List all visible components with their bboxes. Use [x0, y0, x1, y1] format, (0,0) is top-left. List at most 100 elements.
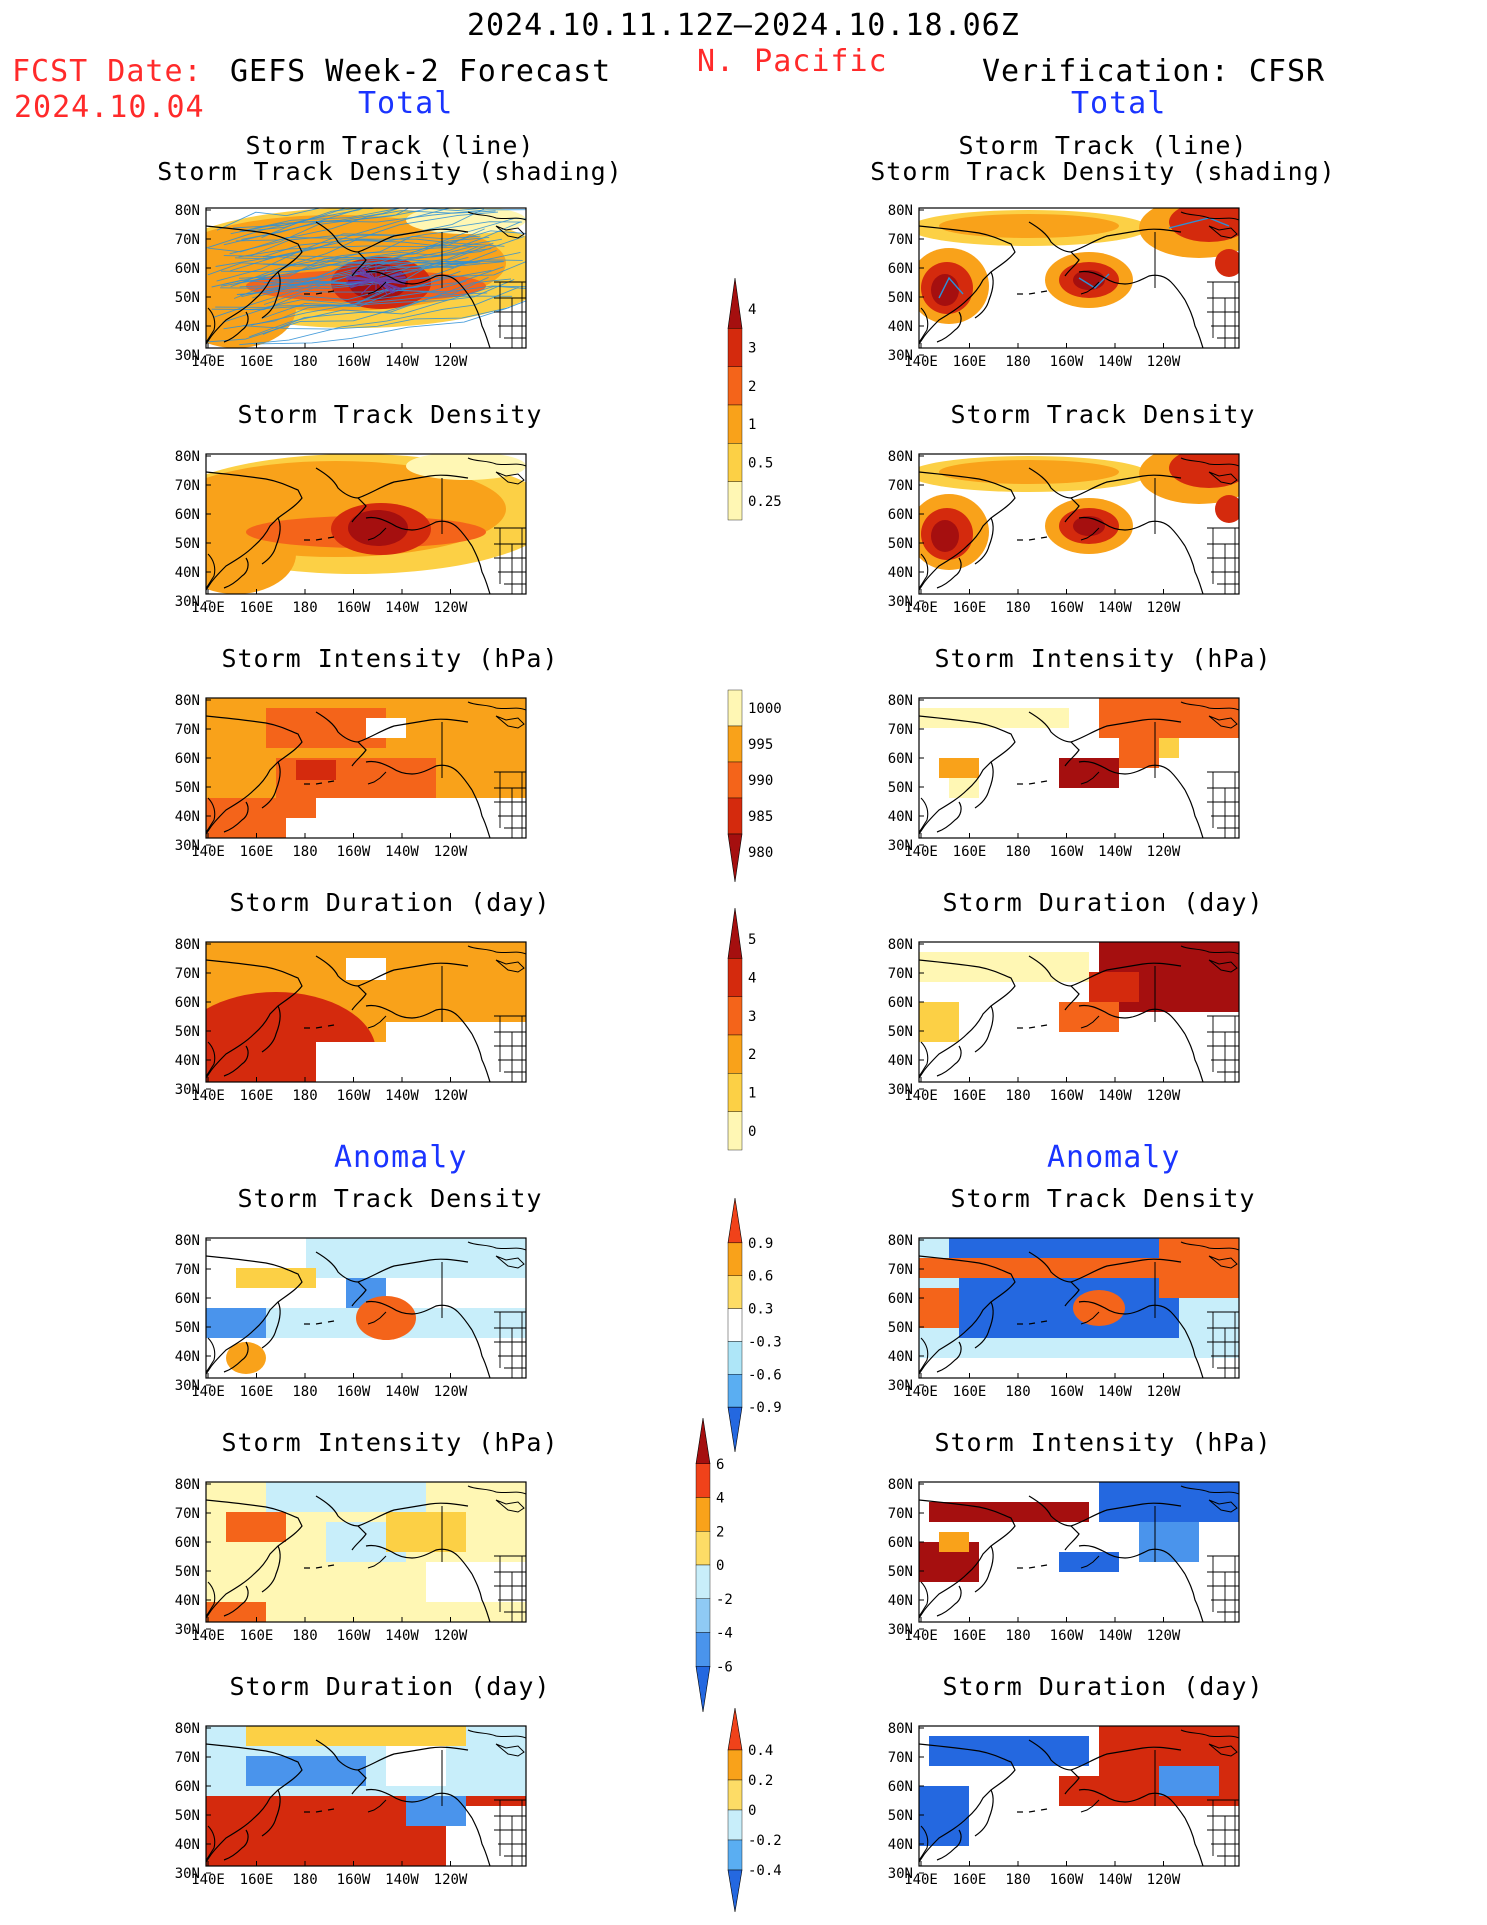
lon-tick-label: 140W [385, 354, 419, 370]
lon-tick-label: 160E [240, 600, 274, 616]
lat-tick-label: 30N [888, 1622, 913, 1638]
lat-tick-label: 30N [888, 594, 913, 610]
colorbar-segment [727, 689, 743, 727]
map-frame [918, 1481, 1240, 1623]
lon-tick-label: 160W [1050, 844, 1084, 860]
lat-tick-label: 30N [175, 838, 200, 854]
track-line [208, 230, 458, 253]
colorbar-segment [695, 1463, 711, 1498]
colorbar-tick-label: 1 [748, 1086, 756, 1102]
colorbar-tick-label: 2 [748, 379, 756, 395]
colorbar-segment [727, 907, 743, 959]
track-line [232, 208, 365, 229]
lat-tick-label: 60N [888, 751, 913, 767]
track-line [230, 238, 505, 288]
lon-tick-label: 160E [240, 1628, 274, 1644]
fcst-date-value: 2024.10.04 [14, 90, 205, 125]
colorbar-tick-label: -0.6 [748, 1367, 782, 1383]
right-density-anom-title: Storm Track Density [950, 1184, 1256, 1213]
colorbar-tick-label: 0 [716, 1558, 724, 1574]
colorbar-intensity-anom: 6 4 2 0 -2 -4 -6 [695, 1417, 733, 1713]
track-line [242, 307, 510, 330]
colorbar-segment [727, 1809, 743, 1841]
colorbar-tick-label: 3 [748, 1009, 756, 1025]
track-line [229, 208, 410, 255]
lon-tick-label: 140W [1098, 600, 1132, 616]
lon-tick-label: 160W [1050, 1872, 1084, 1888]
lon-tick-label: 160E [240, 1088, 274, 1104]
colorbar-density-anom: 0.9 0.6 0.3 -0.3 -0.6 -0.9 [727, 1197, 782, 1453]
lat-tick-label: 80N [175, 1721, 200, 1737]
colorbar-segment [727, 481, 743, 521]
colorbar-tick-label: 5 [748, 932, 756, 948]
lon-tick-label: 120W [1147, 1088, 1181, 1104]
lat-tick-label: 70N [175, 1506, 200, 1522]
right-track-shading-title: Storm Track Density (shading) [870, 157, 1336, 186]
colorbar-segment [727, 1374, 743, 1408]
lat-tick-label: 80N [888, 1721, 913, 1737]
lat-tick-label: 40N [888, 1593, 913, 1609]
left-track-shading-title: Storm Track Density (shading) [157, 157, 623, 186]
lat-tick-label: 40N [888, 319, 913, 335]
right-intensity-title: Storm Intensity (hPa) [934, 644, 1272, 673]
lat-tick-label: 80N [175, 449, 200, 465]
lon-tick-label: 180 [1005, 1384, 1030, 1400]
lat-tick-label: 50N [175, 1024, 200, 1040]
lon-tick-label: 160E [953, 1872, 987, 1888]
lat-tick-label: 60N [888, 1535, 913, 1551]
track-line [261, 278, 515, 319]
lon-tick-label: 120W [434, 1088, 468, 1104]
lon-tick-label: 180 [1005, 844, 1030, 860]
lat-tick-label: 50N [888, 1320, 913, 1336]
lat-tick-label: 80N [888, 1477, 913, 1493]
colorbar-segment [695, 1497, 711, 1532]
lon-tick-label: 160W [337, 1384, 371, 1400]
lon-tick-label: 180 [292, 354, 317, 370]
lon-tick-label: 120W [1147, 1628, 1181, 1644]
map-frame [918, 941, 1240, 1083]
lat-tick-label: 70N [175, 478, 200, 494]
track-line [234, 208, 452, 260]
lon-tick-label: 120W [434, 1384, 468, 1400]
left-anomaly-label: Anomaly [334, 1140, 468, 1175]
lat-tick-label: 30N [175, 1866, 200, 1882]
lat-tick-label: 70N [888, 966, 913, 982]
lat-tick-label: 60N [888, 995, 913, 1011]
lat-tick-label: 70N [888, 1506, 913, 1522]
lon-tick-label: 160W [1050, 1088, 1084, 1104]
lat-tick-label: 40N [175, 809, 200, 825]
lat-tick-label: 50N [175, 536, 200, 552]
track-line [262, 238, 502, 266]
map-frame [918, 453, 1240, 595]
lon-tick-label: 140W [385, 1384, 419, 1400]
lon-tick-label: 140E [191, 1088, 225, 1104]
track-line [249, 285, 526, 338]
lat-tick-label: 40N [888, 1349, 913, 1365]
lon-tick-label: 120W [1147, 1872, 1181, 1888]
lat-tick-label: 80N [888, 693, 913, 709]
colorbar-segment [727, 761, 743, 799]
lat-tick-label: 60N [175, 751, 200, 767]
lat-tick-label: 60N [888, 261, 913, 277]
colorbar-tick-label: 995 [748, 737, 773, 753]
track-line [262, 262, 469, 292]
colorbar-tick-label: 2 [748, 1047, 756, 1063]
lat-tick-label: 50N [888, 1564, 913, 1580]
colorbar-tick-label: 0.4 [748, 1743, 773, 1759]
colorbar-tick-label: 0.9 [748, 1236, 773, 1252]
colorbar-segment [727, 1197, 743, 1244]
lat-tick-label: 30N [888, 838, 913, 854]
track-line [215, 211, 499, 267]
track-line [230, 208, 401, 235]
left-density-anom-title: Storm Track Density [237, 1184, 543, 1213]
colorbar-segment [727, 1707, 743, 1751]
lat-tick-label: 70N [888, 232, 913, 248]
lat-tick-label: 50N [175, 780, 200, 796]
lat-tick-label: 70N [175, 966, 200, 982]
lon-tick-label: 160E [953, 600, 987, 616]
lon-tick-label: 140W [385, 844, 419, 860]
lon-tick-label: 180 [292, 1088, 317, 1104]
colorbar-tick-label: 0 [748, 1124, 756, 1140]
lon-tick-label: 160E [953, 1628, 987, 1644]
